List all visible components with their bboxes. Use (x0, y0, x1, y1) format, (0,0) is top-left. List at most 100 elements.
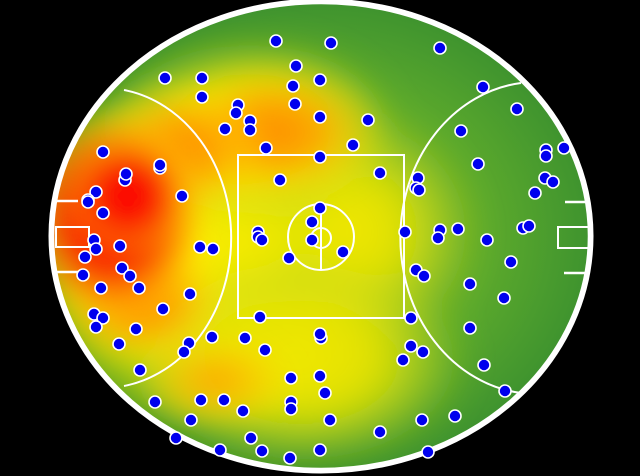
data-point (153, 158, 167, 172)
data-point (217, 393, 231, 407)
data-point (313, 327, 327, 341)
data-point (133, 363, 147, 377)
data-point (346, 138, 360, 152)
data-point (81, 195, 95, 209)
data-point (313, 443, 327, 457)
data-point (433, 41, 447, 55)
data-point (243, 123, 257, 137)
data-point (244, 431, 258, 445)
data-point (96, 311, 110, 325)
boundary-oval (51, 1, 591, 471)
right-fifty-metre-arc (399, 82, 522, 394)
data-point (404, 339, 418, 353)
data-point (313, 110, 327, 124)
data-point (373, 166, 387, 180)
data-point (255, 233, 269, 247)
data-point (504, 255, 518, 269)
data-point (76, 268, 90, 282)
data-point (557, 141, 571, 155)
data-point (229, 106, 243, 120)
data-point (448, 409, 462, 423)
data-point (398, 225, 412, 239)
data-point (286, 79, 300, 93)
data-point (416, 345, 430, 359)
left-fifty-metre-arc (123, 89, 233, 387)
data-point (96, 206, 110, 220)
data-point (476, 80, 490, 94)
data-point (236, 404, 250, 418)
data-point (305, 233, 319, 247)
data-point (148, 395, 162, 409)
data-point (404, 311, 418, 325)
data-point (205, 330, 219, 344)
data-point (194, 393, 208, 407)
data-point (510, 102, 524, 116)
ground-markings (55, 82, 589, 394)
data-point (454, 124, 468, 138)
data-point (183, 287, 197, 301)
data-point (273, 173, 287, 187)
data-point (156, 302, 170, 316)
data-point (255, 444, 269, 458)
data-point (324, 36, 338, 50)
right-goal-square (557, 226, 589, 249)
data-point (193, 240, 207, 254)
data-point (177, 345, 191, 359)
data-point-layer (76, 34, 571, 465)
data-point (89, 185, 103, 199)
data-point (539, 149, 553, 163)
data-point (546, 175, 560, 189)
data-point (132, 281, 146, 295)
data-point (415, 413, 429, 427)
data-point (258, 343, 272, 357)
data-point (417, 269, 431, 283)
data-point (463, 277, 477, 291)
data-point (113, 239, 127, 253)
data-point (497, 291, 511, 305)
data-point (283, 451, 297, 465)
boundary-halo (48, 0, 594, 474)
data-point (284, 402, 298, 416)
data-point (206, 242, 220, 256)
data-point (89, 242, 103, 256)
data-point (431, 231, 445, 245)
data-point (480, 233, 494, 247)
data-point (119, 167, 133, 181)
data-point (184, 413, 198, 427)
data-point (213, 443, 227, 457)
data-point (313, 73, 327, 87)
data-point (336, 245, 350, 259)
data-point (288, 97, 302, 111)
data-point (421, 445, 435, 459)
data-point (129, 322, 143, 336)
data-point (522, 219, 536, 233)
data-point (471, 157, 485, 171)
data-point (318, 386, 332, 400)
data-point (498, 384, 512, 398)
data-point (123, 269, 137, 283)
data-point (313, 369, 327, 383)
data-point (313, 150, 327, 164)
data-point (289, 59, 303, 73)
data-point (305, 215, 319, 229)
data-point (89, 320, 103, 334)
data-point (112, 337, 126, 351)
data-point (361, 113, 375, 127)
data-point (412, 183, 426, 197)
data-point (396, 353, 410, 367)
data-point (195, 90, 209, 104)
data-point (169, 431, 183, 445)
data-point (94, 281, 108, 295)
data-point (218, 122, 232, 136)
data-point (259, 141, 273, 155)
data-point (313, 201, 327, 215)
data-point (96, 145, 110, 159)
data-point (528, 186, 542, 200)
data-point (238, 331, 252, 345)
data-point (282, 251, 296, 265)
data-point (284, 371, 298, 385)
data-point (115, 261, 129, 275)
data-point (463, 321, 477, 335)
